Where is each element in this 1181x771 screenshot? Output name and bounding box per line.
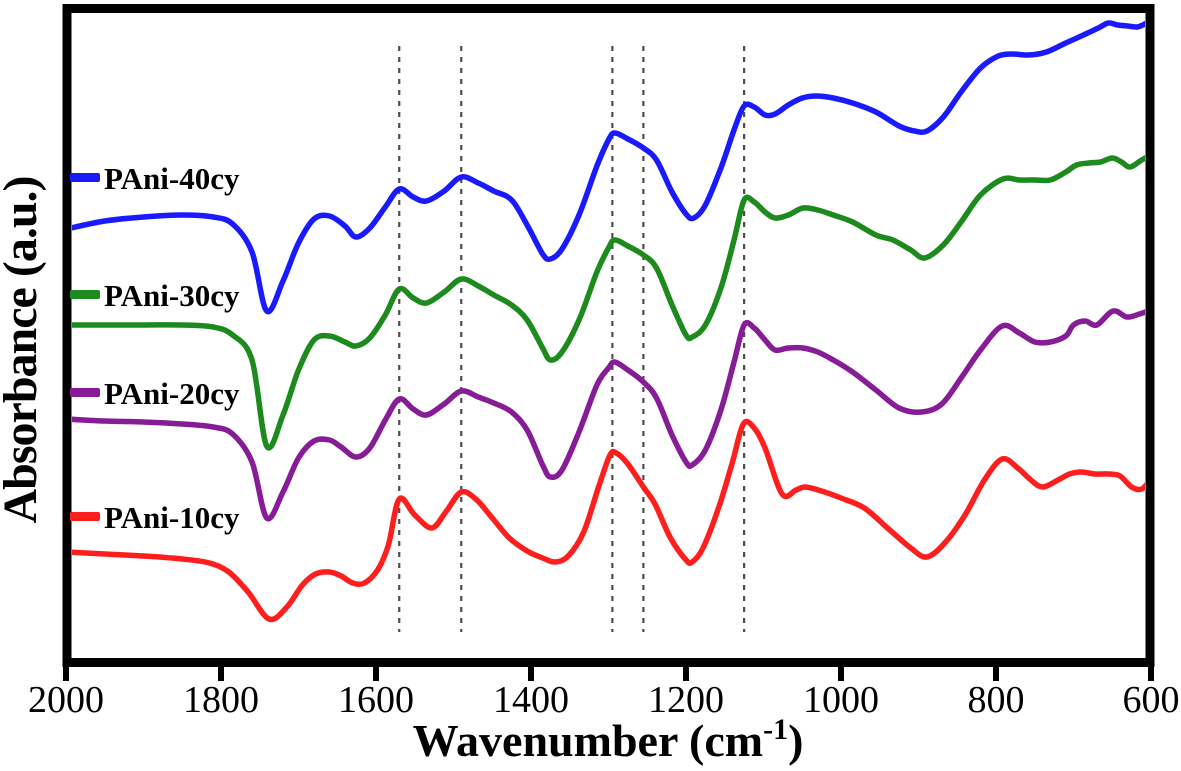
legend-marker-pani-30cy	[70, 290, 100, 299]
spectrum-curve-PAni-30cy	[72, 155, 1145, 451]
spectra-curves-group	[72, 20, 1145, 623]
spectrum-curve-PAni-10cy	[72, 418, 1145, 623]
plot-frame	[62, 4, 1155, 667]
x-tick-label-1800: 1800	[183, 679, 259, 721]
legend-marker-pani-10cy	[70, 512, 100, 521]
legend: PAni-40cy PAni-30cy PAni-20cy PAni-10cy	[70, 161, 240, 535]
x-axis-title-superscript: -1	[763, 713, 788, 746]
y-axis-title: Absorbance (a.u.)	[0, 176, 47, 523]
legend-marker-pani-20cy	[70, 388, 100, 397]
legend-marker-pani-40cy	[70, 173, 100, 182]
spectrum-curve-PAni-40cy	[72, 20, 1145, 315]
legend-label-pani-10cy: PAni-10cy	[104, 500, 240, 535]
x-tick-label-1600: 1600	[338, 679, 414, 721]
x-tick-label-2000: 2000	[28, 679, 104, 721]
spectrum-curve-PAni-20cy	[72, 308, 1145, 522]
legend-item-pani-20cy: PAni-20cy	[70, 376, 240, 411]
x-tick-label-600: 600	[1123, 679, 1180, 721]
x-axis-title: Wavenumber (cm-1)	[413, 713, 804, 766]
legend-label-pani-40cy: PAni-40cy	[104, 161, 240, 196]
legend-label-pani-30cy: PAni-30cy	[104, 278, 240, 313]
legend-item-pani-30cy: PAni-30cy	[70, 278, 240, 313]
x-axis-ticks-group: 2000 1800 1600 1400 1200 1000 800 600	[28, 663, 1180, 721]
legend-item-pani-10cy: PAni-10cy	[70, 500, 240, 535]
x-tick-label-800: 800	[968, 679, 1025, 721]
reference-lines-group	[398, 46, 746, 632]
legend-item-pani-40cy: PAni-40cy	[70, 161, 240, 196]
x-axis-title-suffix: )	[788, 715, 803, 766]
x-tick-label-1000: 1000	[803, 679, 879, 721]
x-axis-title-text: Wavenumber (cm	[413, 715, 764, 766]
legend-label-pani-20cy: PAni-20cy	[104, 376, 240, 411]
x-tick-label-1400: 1400	[493, 679, 569, 721]
x-tick-label-1200: 1200	[648, 679, 724, 721]
